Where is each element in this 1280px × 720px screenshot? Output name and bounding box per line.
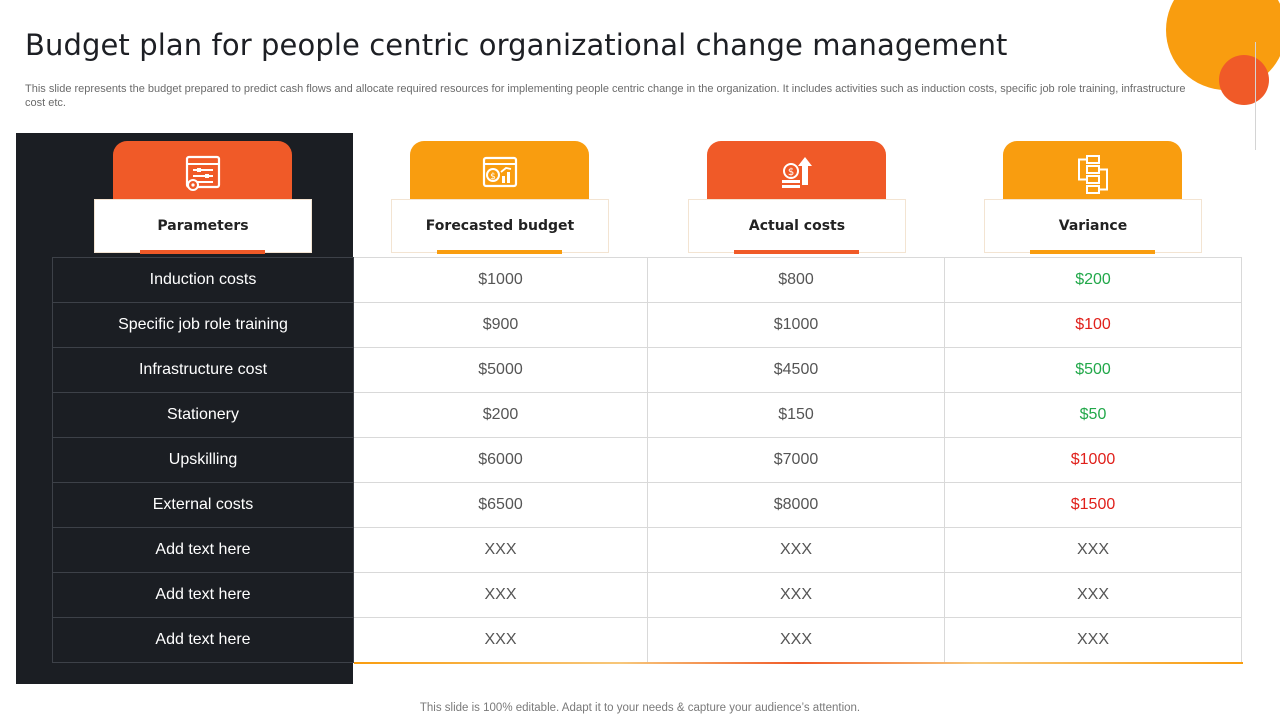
parameter-cell: External costs bbox=[52, 482, 354, 528]
forecasted-budget-cell: $6500 bbox=[353, 482, 648, 528]
parameter-cell: Stationery bbox=[52, 392, 354, 438]
variance-cell: $200 bbox=[944, 257, 1242, 303]
flowchart-icon bbox=[1075, 155, 1111, 195]
table-row: External costs $6500 $8000 $1500 bbox=[52, 482, 1242, 528]
forecasted-budget-cell: XXX bbox=[353, 527, 648, 573]
column-underline bbox=[437, 250, 562, 254]
column-header-forecasted-budget: $ Forecasted budget bbox=[391, 141, 611, 256]
variance-cell: XXX bbox=[944, 527, 1242, 573]
footer-note: This slide is 100% editable. Adapt it to… bbox=[419, 702, 861, 714]
variance-cell: $100 bbox=[944, 302, 1242, 348]
table-bottom-accent bbox=[354, 662, 1243, 664]
forecasted-budget-cell: XXX bbox=[353, 617, 648, 663]
column-label: Parameters bbox=[94, 199, 312, 253]
column-underline bbox=[1030, 250, 1155, 254]
table-row: Stationery $200 $150 $50 bbox=[52, 392, 1242, 438]
actual-cost-cell: XXX bbox=[647, 527, 945, 573]
table-row: Upskilling $6000 $7000 $1000 bbox=[52, 437, 1242, 483]
forecasted-budget-cell: $1000 bbox=[353, 257, 648, 303]
parameter-cell: Add text here bbox=[52, 572, 354, 618]
money-growth-icon: $ bbox=[779, 155, 815, 191]
svg-text:$: $ bbox=[787, 167, 793, 178]
parameter-cell: Add text here bbox=[52, 527, 354, 573]
column-tab bbox=[1003, 141, 1182, 203]
actual-cost-cell: $150 bbox=[647, 392, 945, 438]
parameter-cell: Infrastructure cost bbox=[52, 347, 354, 393]
column-label: Variance bbox=[984, 199, 1202, 253]
table-row: Specific job role training $900 $1000 $100 bbox=[52, 302, 1242, 348]
column-label: Actual costs bbox=[688, 199, 906, 253]
column-underline bbox=[734, 250, 859, 254]
variance-cell: $50 bbox=[944, 392, 1242, 438]
actual-cost-cell: XXX bbox=[647, 572, 945, 618]
decorative-divider bbox=[1255, 42, 1256, 150]
actual-cost-cell: $7000 bbox=[647, 437, 945, 483]
actual-cost-cell: $4500 bbox=[647, 347, 945, 393]
column-label: Forecasted budget bbox=[391, 199, 609, 253]
forecasted-budget-cell: $200 bbox=[353, 392, 648, 438]
parameter-cell: Specific job role training bbox=[52, 302, 354, 348]
parameter-cell: Induction costs bbox=[52, 257, 354, 303]
actual-cost-cell: $1000 bbox=[647, 302, 945, 348]
column-tab: $ bbox=[410, 141, 589, 203]
parameter-cell: Upskilling bbox=[52, 437, 354, 483]
column-tab bbox=[113, 141, 292, 203]
decorative-circle-small bbox=[1219, 55, 1269, 105]
actual-cost-cell: $800 bbox=[647, 257, 945, 303]
actual-cost-cell: $8000 bbox=[647, 482, 945, 528]
column-header-actual-costs: $ Actual costs bbox=[688, 141, 908, 256]
actual-cost-cell: XXX bbox=[647, 617, 945, 663]
table-row: Induction costs $1000 $800 $200 bbox=[52, 257, 1242, 303]
settings-panel-icon bbox=[185, 155, 221, 191]
column-header-parameters: Parameters bbox=[94, 141, 314, 256]
forecasted-budget-cell: $5000 bbox=[353, 347, 648, 393]
column-tab: $ bbox=[707, 141, 886, 203]
budget-chart-icon: $ bbox=[482, 155, 518, 191]
column-underline bbox=[140, 250, 265, 254]
slide-description: This slide represents the budget prepare… bbox=[25, 83, 1186, 109]
variance-cell: $500 bbox=[944, 347, 1242, 393]
variance-cell: XXX bbox=[944, 572, 1242, 618]
forecasted-budget-cell: $6000 bbox=[353, 437, 648, 483]
parameter-cell: Add text here bbox=[52, 617, 354, 663]
variance-cell: $1500 bbox=[944, 482, 1242, 528]
forecasted-budget-cell: $900 bbox=[353, 302, 648, 348]
svg-text:$: $ bbox=[490, 172, 496, 182]
variance-cell: $1000 bbox=[944, 437, 1242, 483]
budget-table: Induction costs $1000 $800 $200 Specific job… bbox=[52, 257, 1242, 663]
variance-cell: XXX bbox=[944, 617, 1242, 663]
table-row: Add text here XXX XXX XXX bbox=[52, 527, 1242, 573]
forecasted-budget-cell: XXX bbox=[353, 572, 648, 618]
table-row: Infrastructure cost $5000 $4500 $500 bbox=[52, 347, 1242, 393]
slide-title: Budget plan for people centric organizat… bbox=[25, 28, 1008, 62]
column-header-variance: Variance bbox=[984, 141, 1204, 256]
table-row: Add text here XXX XXX XXX bbox=[52, 617, 1242, 663]
table-row: Add text here XXX XXX XXX bbox=[52, 572, 1242, 618]
